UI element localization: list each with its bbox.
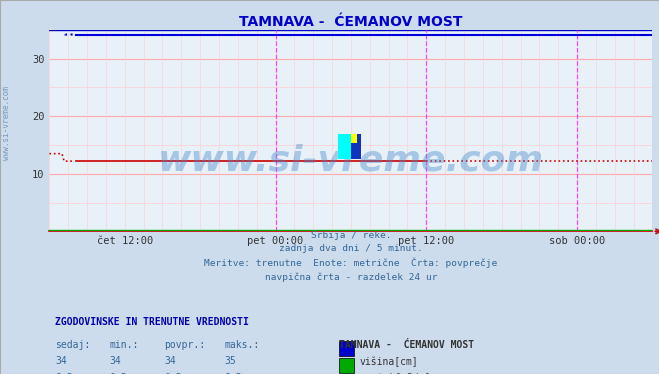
Text: TAMNAVA -  ĆEMANOV MOST: TAMNAVA - ĆEMANOV MOST: [339, 340, 474, 350]
Text: pretok[m3/s]: pretok[m3/s]: [360, 373, 430, 374]
Bar: [351, 134, 361, 150]
Text: povpr.:: povpr.:: [164, 340, 205, 350]
Text: 0,5: 0,5: [164, 373, 182, 374]
Text: 35: 35: [224, 356, 236, 367]
Text: 34: 34: [55, 356, 67, 367]
Text: sedaj:: sedaj:: [55, 340, 91, 350]
Text: višina[cm]: višina[cm]: [360, 356, 418, 367]
Text: Srbija / reke.
zadnja dva dni / 5 minut.
Meritve: trenutne  Enote: metrične  Črt: Srbija / reke. zadnja dva dni / 5 minut.…: [204, 232, 498, 282]
Text: min.:: min.:: [109, 340, 139, 350]
Bar: [338, 134, 351, 159]
Bar: [339, 358, 354, 373]
Text: 34: 34: [164, 356, 176, 367]
Title: TAMNAVA -  ĆEMANOV MOST: TAMNAVA - ĆEMANOV MOST: [239, 15, 463, 29]
Bar: [351, 142, 361, 159]
Text: 0,5: 0,5: [224, 373, 242, 374]
Text: ZGODOVINSKE IN TRENUTNE VREDNOSTI: ZGODOVINSKE IN TRENUTNE VREDNOSTI: [55, 318, 249, 328]
Bar: [339, 341, 354, 356]
Text: www.si-vreme.com: www.si-vreme.com: [158, 144, 544, 178]
Text: 34: 34: [109, 356, 121, 367]
Text: 0,5: 0,5: [55, 373, 73, 374]
Text: www.si-vreme.com: www.si-vreme.com: [2, 86, 11, 160]
Text: maks.:: maks.:: [224, 340, 260, 350]
Bar: [357, 134, 361, 150]
Text: 0,5: 0,5: [109, 373, 127, 374]
